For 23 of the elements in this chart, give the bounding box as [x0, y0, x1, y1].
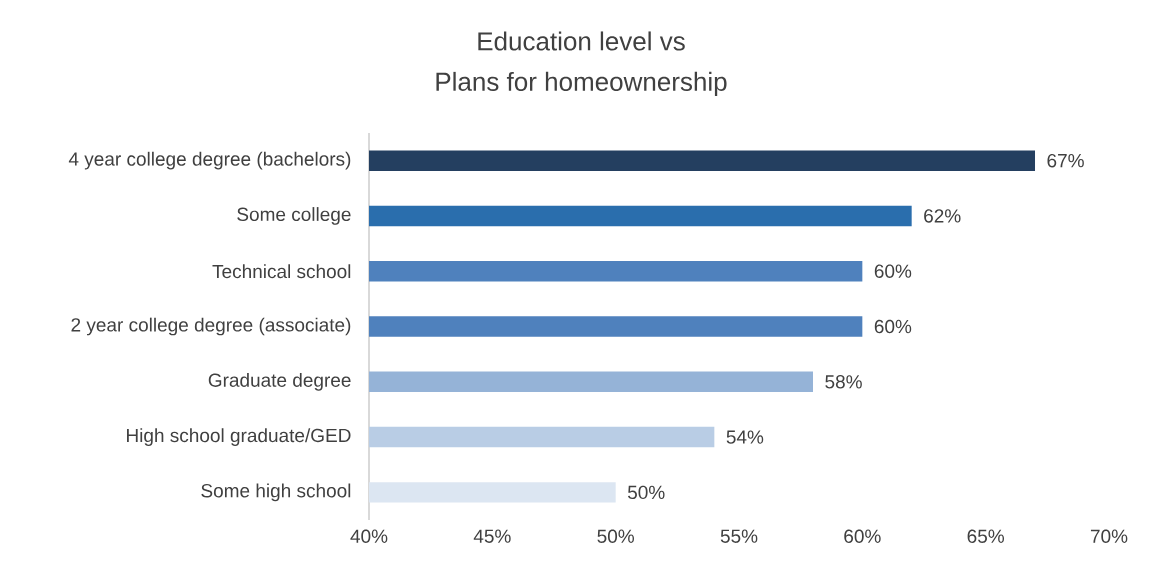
y-tick-label: Graduate degree	[208, 372, 351, 391]
x-tick-label: 50%	[597, 529, 634, 543]
x-tick-label: 70%	[1090, 529, 1128, 543]
data-label: 54%	[726, 430, 764, 444]
data-label: 60%	[874, 264, 912, 278]
chart-title: Education level vs	[478, 31, 685, 51]
y-tick-label: High school graduate/GED	[127, 428, 351, 446]
data-label: 62%	[924, 209, 961, 223]
x-tick-label: 60%	[844, 529, 881, 543]
y-tick-label: 2 year college degree (associate)	[71, 317, 351, 336]
data-label: 50%	[627, 485, 665, 500]
y-tick-label: 4 year college degree (bachelors)	[68, 151, 351, 170]
x-tick-label: 40%	[350, 529, 388, 543]
y-tick-label: Technical school	[212, 264, 351, 279]
data-label: 58%	[825, 375, 862, 389]
data-label: 60%	[874, 319, 912, 334]
x-tick-label: 55%	[720, 529, 758, 543]
x-tick-label: 45%	[473, 529, 511, 543]
y-tick-label: Some high school	[201, 483, 351, 502]
chart-subtitle: Plans for homeownership	[436, 71, 727, 97]
data-label: 67%	[1047, 153, 1084, 168]
x-tick-label: 65%	[967, 529, 1005, 543]
y-tick-label: Some college	[237, 207, 351, 225]
